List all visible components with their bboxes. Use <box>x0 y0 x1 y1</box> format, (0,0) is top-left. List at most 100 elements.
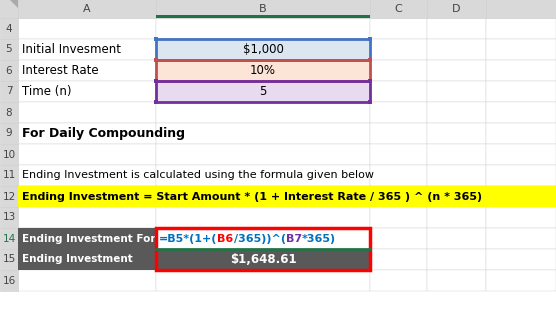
Bar <box>154 37 158 41</box>
Text: B6: B6 <box>217 234 234 243</box>
Text: $1,648.61: $1,648.61 <box>230 253 296 266</box>
Bar <box>0 165 18 186</box>
Bar <box>486 270 556 291</box>
Bar <box>18 18 156 39</box>
Bar <box>370 39 427 60</box>
Bar <box>0 123 18 144</box>
Bar <box>370 186 427 207</box>
Bar <box>18 186 156 207</box>
Text: Interest Rate: Interest Rate <box>22 64 98 77</box>
Bar <box>0 39 18 60</box>
Bar <box>156 228 370 249</box>
Bar <box>427 0 486 18</box>
Bar <box>0 0 18 18</box>
Bar <box>18 60 156 81</box>
Bar <box>0 102 18 123</box>
Text: Initial Invesment: Initial Invesment <box>22 43 121 56</box>
Bar <box>156 81 370 102</box>
Bar <box>0 207 18 228</box>
Bar <box>156 60 370 81</box>
Bar <box>427 144 486 165</box>
Bar <box>486 249 556 270</box>
Bar <box>156 249 370 270</box>
Bar <box>486 39 556 60</box>
Bar <box>368 100 372 104</box>
Bar <box>18 123 156 144</box>
Bar <box>0 270 18 291</box>
Bar <box>427 60 486 81</box>
Bar <box>370 249 427 270</box>
Bar <box>370 123 427 144</box>
Text: A: A <box>83 4 91 14</box>
Text: Ending Investment: Ending Investment <box>22 255 133 264</box>
Text: Ending Investment Formula: Ending Investment Formula <box>22 234 185 243</box>
Text: 5: 5 <box>259 85 267 98</box>
Bar <box>156 228 370 249</box>
Bar <box>427 81 486 102</box>
Bar <box>427 207 486 228</box>
Bar <box>156 249 370 270</box>
Text: 8: 8 <box>6 108 12 117</box>
Bar <box>427 249 486 270</box>
Bar <box>427 123 486 144</box>
Bar <box>156 60 370 81</box>
Bar <box>486 165 556 186</box>
Bar <box>427 39 486 60</box>
Text: 16: 16 <box>2 276 16 285</box>
Text: 11: 11 <box>2 171 16 180</box>
Bar <box>370 0 427 18</box>
Bar <box>486 102 556 123</box>
Bar <box>486 18 556 39</box>
Text: 6: 6 <box>6 66 12 75</box>
Bar <box>370 102 427 123</box>
Bar <box>427 102 486 123</box>
Bar <box>18 228 156 249</box>
Bar <box>156 0 370 18</box>
Bar <box>18 270 156 291</box>
Bar <box>368 79 372 83</box>
Bar <box>156 81 370 102</box>
Bar <box>154 79 158 83</box>
Text: Ending Investment = Start Amount * (1 + Interest Rate / 365 ) ^ (n * 365): Ending Investment = Start Amount * (1 + … <box>22 192 482 201</box>
Bar <box>0 18 18 39</box>
Text: 10: 10 <box>2 150 16 159</box>
Bar <box>156 207 370 228</box>
Text: For Daily Compounding: For Daily Compounding <box>22 127 185 140</box>
Text: 7: 7 <box>6 87 12 96</box>
Bar <box>156 39 370 60</box>
Text: Ending Investment is calculated using the formula given below: Ending Investment is calculated using th… <box>22 171 374 180</box>
Text: 5: 5 <box>6 45 12 54</box>
Bar <box>18 39 156 60</box>
Bar <box>370 18 427 39</box>
Bar <box>18 186 556 207</box>
Bar <box>486 0 556 18</box>
Bar <box>18 102 156 123</box>
Bar <box>486 207 556 228</box>
Bar <box>154 58 158 62</box>
Bar <box>18 249 156 270</box>
Bar <box>370 144 427 165</box>
Bar <box>0 228 18 249</box>
Text: B: B <box>259 4 267 14</box>
Text: *365): *365) <box>302 234 336 243</box>
Bar <box>370 270 427 291</box>
Bar <box>156 144 370 165</box>
Bar <box>156 39 370 60</box>
Bar <box>156 165 370 186</box>
Bar <box>156 18 370 39</box>
Bar <box>156 102 370 123</box>
Bar <box>368 37 372 41</box>
Bar <box>18 249 156 270</box>
Bar <box>156 15 370 18</box>
Bar <box>370 81 427 102</box>
Bar <box>156 186 370 207</box>
Bar <box>18 165 156 186</box>
Bar <box>18 207 156 228</box>
Bar <box>156 228 370 270</box>
Bar <box>0 144 18 165</box>
Bar <box>154 100 158 104</box>
Text: 12: 12 <box>2 192 16 201</box>
Text: $1,000: $1,000 <box>242 43 284 56</box>
Bar <box>427 228 486 249</box>
Bar <box>156 81 370 102</box>
